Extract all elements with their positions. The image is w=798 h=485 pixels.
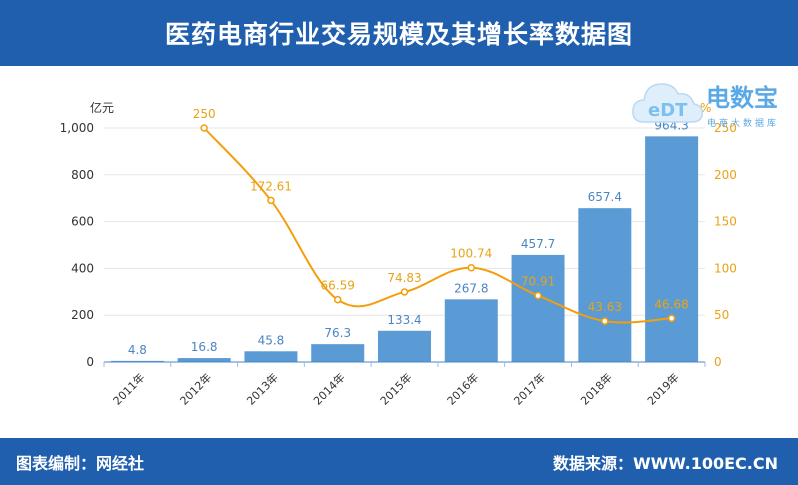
- y-left-tick-label: 0: [86, 355, 94, 369]
- bar: [244, 351, 298, 362]
- line-value-label: 100.74: [450, 247, 492, 261]
- brand-logo: eDT 电数宝 电商大数据库: [630, 70, 798, 134]
- line-point: [400, 288, 409, 296]
- line-point: [267, 196, 275, 205]
- x-tick-label: 2016年: [444, 370, 481, 407]
- bar: [645, 136, 699, 362]
- line-point: [667, 314, 676, 323]
- x-tick-label: 2018年: [577, 370, 614, 407]
- logo-brand-text: 电数宝: [706, 84, 778, 112]
- bar: [110, 360, 164, 362]
- bar: [578, 208, 632, 362]
- bar-value-label: 657.4: [588, 190, 622, 204]
- logo-mark-text: eDT: [648, 100, 688, 121]
- x-tick-label: 2019年: [644, 370, 681, 407]
- bar: [378, 330, 431, 362]
- y-left-tick-label: 1,000: [60, 121, 94, 135]
- bar-value-label: 4.8: [128, 343, 147, 357]
- x-tick-label: 2017年: [511, 370, 548, 407]
- y-right-tick-label: 250: [714, 121, 737, 135]
- bar: [511, 254, 565, 362]
- y-right-tick-label: 100: [714, 261, 737, 275]
- bar-value-label: 267.8: [454, 281, 488, 295]
- line-value-label: 74.83: [387, 271, 421, 285]
- chart-area: 0 200 400 600 800 1,000 0 50 100 150 200 250 亿元% 4.8 1…: [0, 66, 798, 438]
- line-point: [333, 295, 342, 304]
- bar: [177, 358, 231, 362]
- line-point: [200, 124, 208, 132]
- y-left-unit: 亿元: [90, 100, 114, 115]
- bar: [444, 299, 498, 362]
- line-point: [534, 291, 542, 300]
- bar-value-label: 76.3: [324, 326, 351, 340]
- y-left-tick-label: 200: [71, 308, 94, 322]
- combo-chart: 0 200 400 600 800 1,000 0 50 100 150 200 250 亿元 % 4.8 1…: [60, 100, 737, 408]
- chart-title: 医药电商行业交易规模及其增长率数据图: [164, 20, 633, 49]
- bar-value-label: 457.7: [521, 237, 555, 251]
- y-left-tick-label: 400: [71, 261, 94, 275]
- bar-value-label: 133.4: [387, 313, 421, 327]
- y-right-tick-label: 0: [714, 355, 722, 369]
- y-right-tick-label: 50: [714, 308, 729, 322]
- footer-banner: 图表编制：网经社 数据来源：WWW.100EC.CN: [0, 438, 798, 485]
- header-banner: 医药电商行业交易规模及其增长率数据图: [0, 0, 798, 66]
- footer-credit: 图表编制：网经社: [16, 453, 145, 473]
- bar: [311, 344, 365, 362]
- x-tick-label: 2015年: [377, 370, 414, 407]
- y-right-tick-label: 200: [714, 168, 737, 182]
- line-value-label: 250: [193, 107, 216, 121]
- line-value-label: 66.59: [321, 279, 355, 293]
- footer-source: 数据来源：WWW.100EC.CN: [552, 453, 778, 473]
- logo-tagline: 电商大数据库: [707, 119, 780, 129]
- cloud-logo-icon: eDT: [632, 83, 704, 123]
- bar-value-label: 16.8: [191, 340, 218, 354]
- x-tick-label: 2014年: [310, 370, 347, 407]
- x-tick-label: 2012年: [177, 370, 214, 407]
- line-point: [467, 263, 476, 272]
- y-right-tick-label: 150: [714, 215, 737, 229]
- y-right-unit: %: [700, 101, 711, 115]
- x-tick-label: 2013年: [244, 370, 281, 407]
- x-tick-label: 2011年: [110, 370, 147, 407]
- bar-value-label: 45.8: [258, 333, 285, 347]
- y-left-tick-label: 600: [71, 215, 94, 229]
- line-value-label: 43.63: [588, 300, 622, 314]
- line-value-label: 46.68: [654, 297, 688, 311]
- growth-rate-line: [203, 127, 672, 324]
- line-value-label: 70.91: [521, 275, 555, 289]
- line-value-label: 172.61: [250, 179, 292, 193]
- y-left-tick-label: 800: [71, 168, 94, 182]
- line-point: [601, 317, 609, 325]
